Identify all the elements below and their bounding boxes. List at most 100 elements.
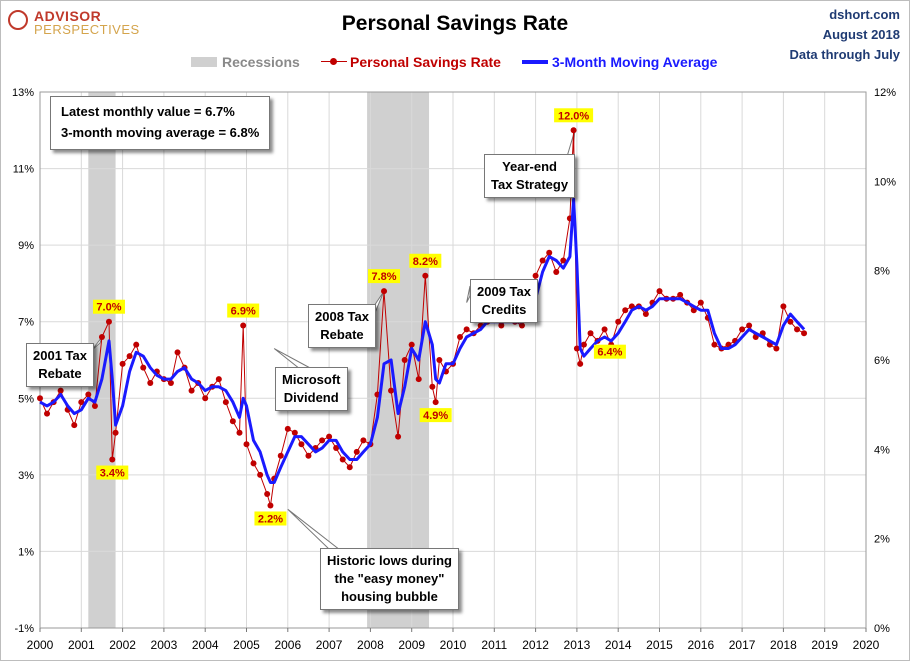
x-tick-label: 2002 [109,638,136,652]
data-label-text: 12.0% [558,110,589,122]
pointer-microsoft [273,348,313,370]
psr-point [98,334,105,341]
psr-point [532,272,539,279]
psr-point [577,360,584,367]
data-label-text: 7.0% [96,302,121,314]
data-label-text: 7.8% [371,271,396,283]
psr-point [570,127,577,134]
callout-year-end-tax-strategy: Year-end Tax Strategy [484,154,576,198]
psr-point [236,429,243,436]
psr-point [408,341,415,348]
data-label-text: 6.4% [597,347,622,359]
data-label-text: 8.2% [413,256,438,268]
psr-point [746,322,753,329]
callout-line: Credits [481,302,527,317]
ma-series [39,197,806,484]
y-left-tick-label: 9% [18,240,34,252]
tick-labels: 2000 2001 2002 2003 2004 2005 2006 2007 2008 2009… [12,87,896,652]
logo-top-text: ADVISOR [34,8,102,24]
data-label-bg [96,465,129,480]
callout-microsoft-dividend: Microsoft Dividend [275,367,348,411]
ma-line [39,197,806,484]
data-label-bg [254,511,287,526]
data-label-bg [409,253,442,268]
y-left-tick-label: 5% [18,393,34,405]
psr-point [346,464,353,471]
legend-psr-marker [330,58,337,65]
psr-point [140,364,147,371]
y-right-tick-label: 6% [874,355,890,367]
psr-point [222,399,229,406]
data-label: 2.2% [254,511,287,526]
latest-moving-average: 3-month moving average = 6.8% [61,125,260,140]
data-label: 3.4% [96,465,129,480]
psr-point [739,326,746,333]
pointer-2001 [91,336,103,351]
y-left-tick-label: 1% [18,546,34,558]
psr-point [298,441,305,448]
psr-point [85,391,92,398]
x-tick-label: 2006 [274,638,301,652]
psr-point [401,357,408,363]
x-tick-label: 2017 [729,638,756,652]
y-right-tick-label: 2% [874,534,890,546]
x-tick-label: 2003 [151,638,178,652]
psr-point [560,257,567,264]
data-label-text: 4.9% [423,410,448,422]
legend-ma-label: 3-Month Moving Average [552,54,718,70]
psr-point [105,318,112,325]
psr-point [240,322,247,329]
callout-line: Rebate [38,366,82,381]
psr-point [601,326,608,333]
psr-point [188,387,195,394]
x-tick-label: 2004 [192,638,219,652]
psr-point [656,288,663,295]
callout-line: 2009 Tax [477,284,531,299]
psr-point [109,456,116,463]
legend-recession-label: Recessions [222,54,300,70]
psr-point [44,410,51,417]
data-label-bg [593,344,626,359]
psr-point [257,471,264,478]
psr-point [326,433,333,440]
psr-point [57,387,64,394]
data-label-bg [419,408,452,423]
data-label-bg [92,299,125,314]
callout-line: Tax Strategy [491,177,569,192]
psr-point [415,376,422,383]
psr-point [284,425,291,432]
y-right-tick-label: 10% [874,176,896,188]
x-tick-label: 2011 [481,638,507,652]
data-label-bg [554,108,594,123]
pointer-historic-lows [287,508,342,551]
psr-point [498,322,505,329]
y-left-tick-label: 7% [18,317,34,329]
psr-point [587,330,594,337]
chart-title: Personal Savings Rate [341,12,569,35]
callout-line: 2008 Tax [315,309,369,324]
logo-mark-icon [8,10,28,30]
source-site: dshort.com [829,7,900,22]
psr-point [126,353,133,360]
psr-point [305,452,312,459]
psr-point [780,303,787,310]
psr-point [697,299,704,306]
x-tick-label: 2014 [605,638,632,652]
psr-point [436,357,443,363]
x-tick-label: 2000 [27,638,54,652]
psr-point [353,448,360,455]
psr-point [615,318,622,325]
psr-point [787,318,794,325]
psr-point [229,418,236,425]
callout-line: Year-end [502,159,557,174]
y-left-tick-label: 11% [13,164,34,176]
y-right-tick-label: 8% [874,266,890,278]
callout-line: Rebate [320,327,364,342]
y-left-tick-label: 13% [12,87,34,99]
source-date: August 2018 [822,27,900,42]
psr-point [642,311,649,318]
advisor-perspectives-logo: ADVISOR PERSPECTIVES [8,6,148,40]
latest-monthly-value: Latest monthly value = 6.7% [61,104,235,119]
psr-point [457,334,464,341]
data-label: 7.0% [92,299,125,314]
